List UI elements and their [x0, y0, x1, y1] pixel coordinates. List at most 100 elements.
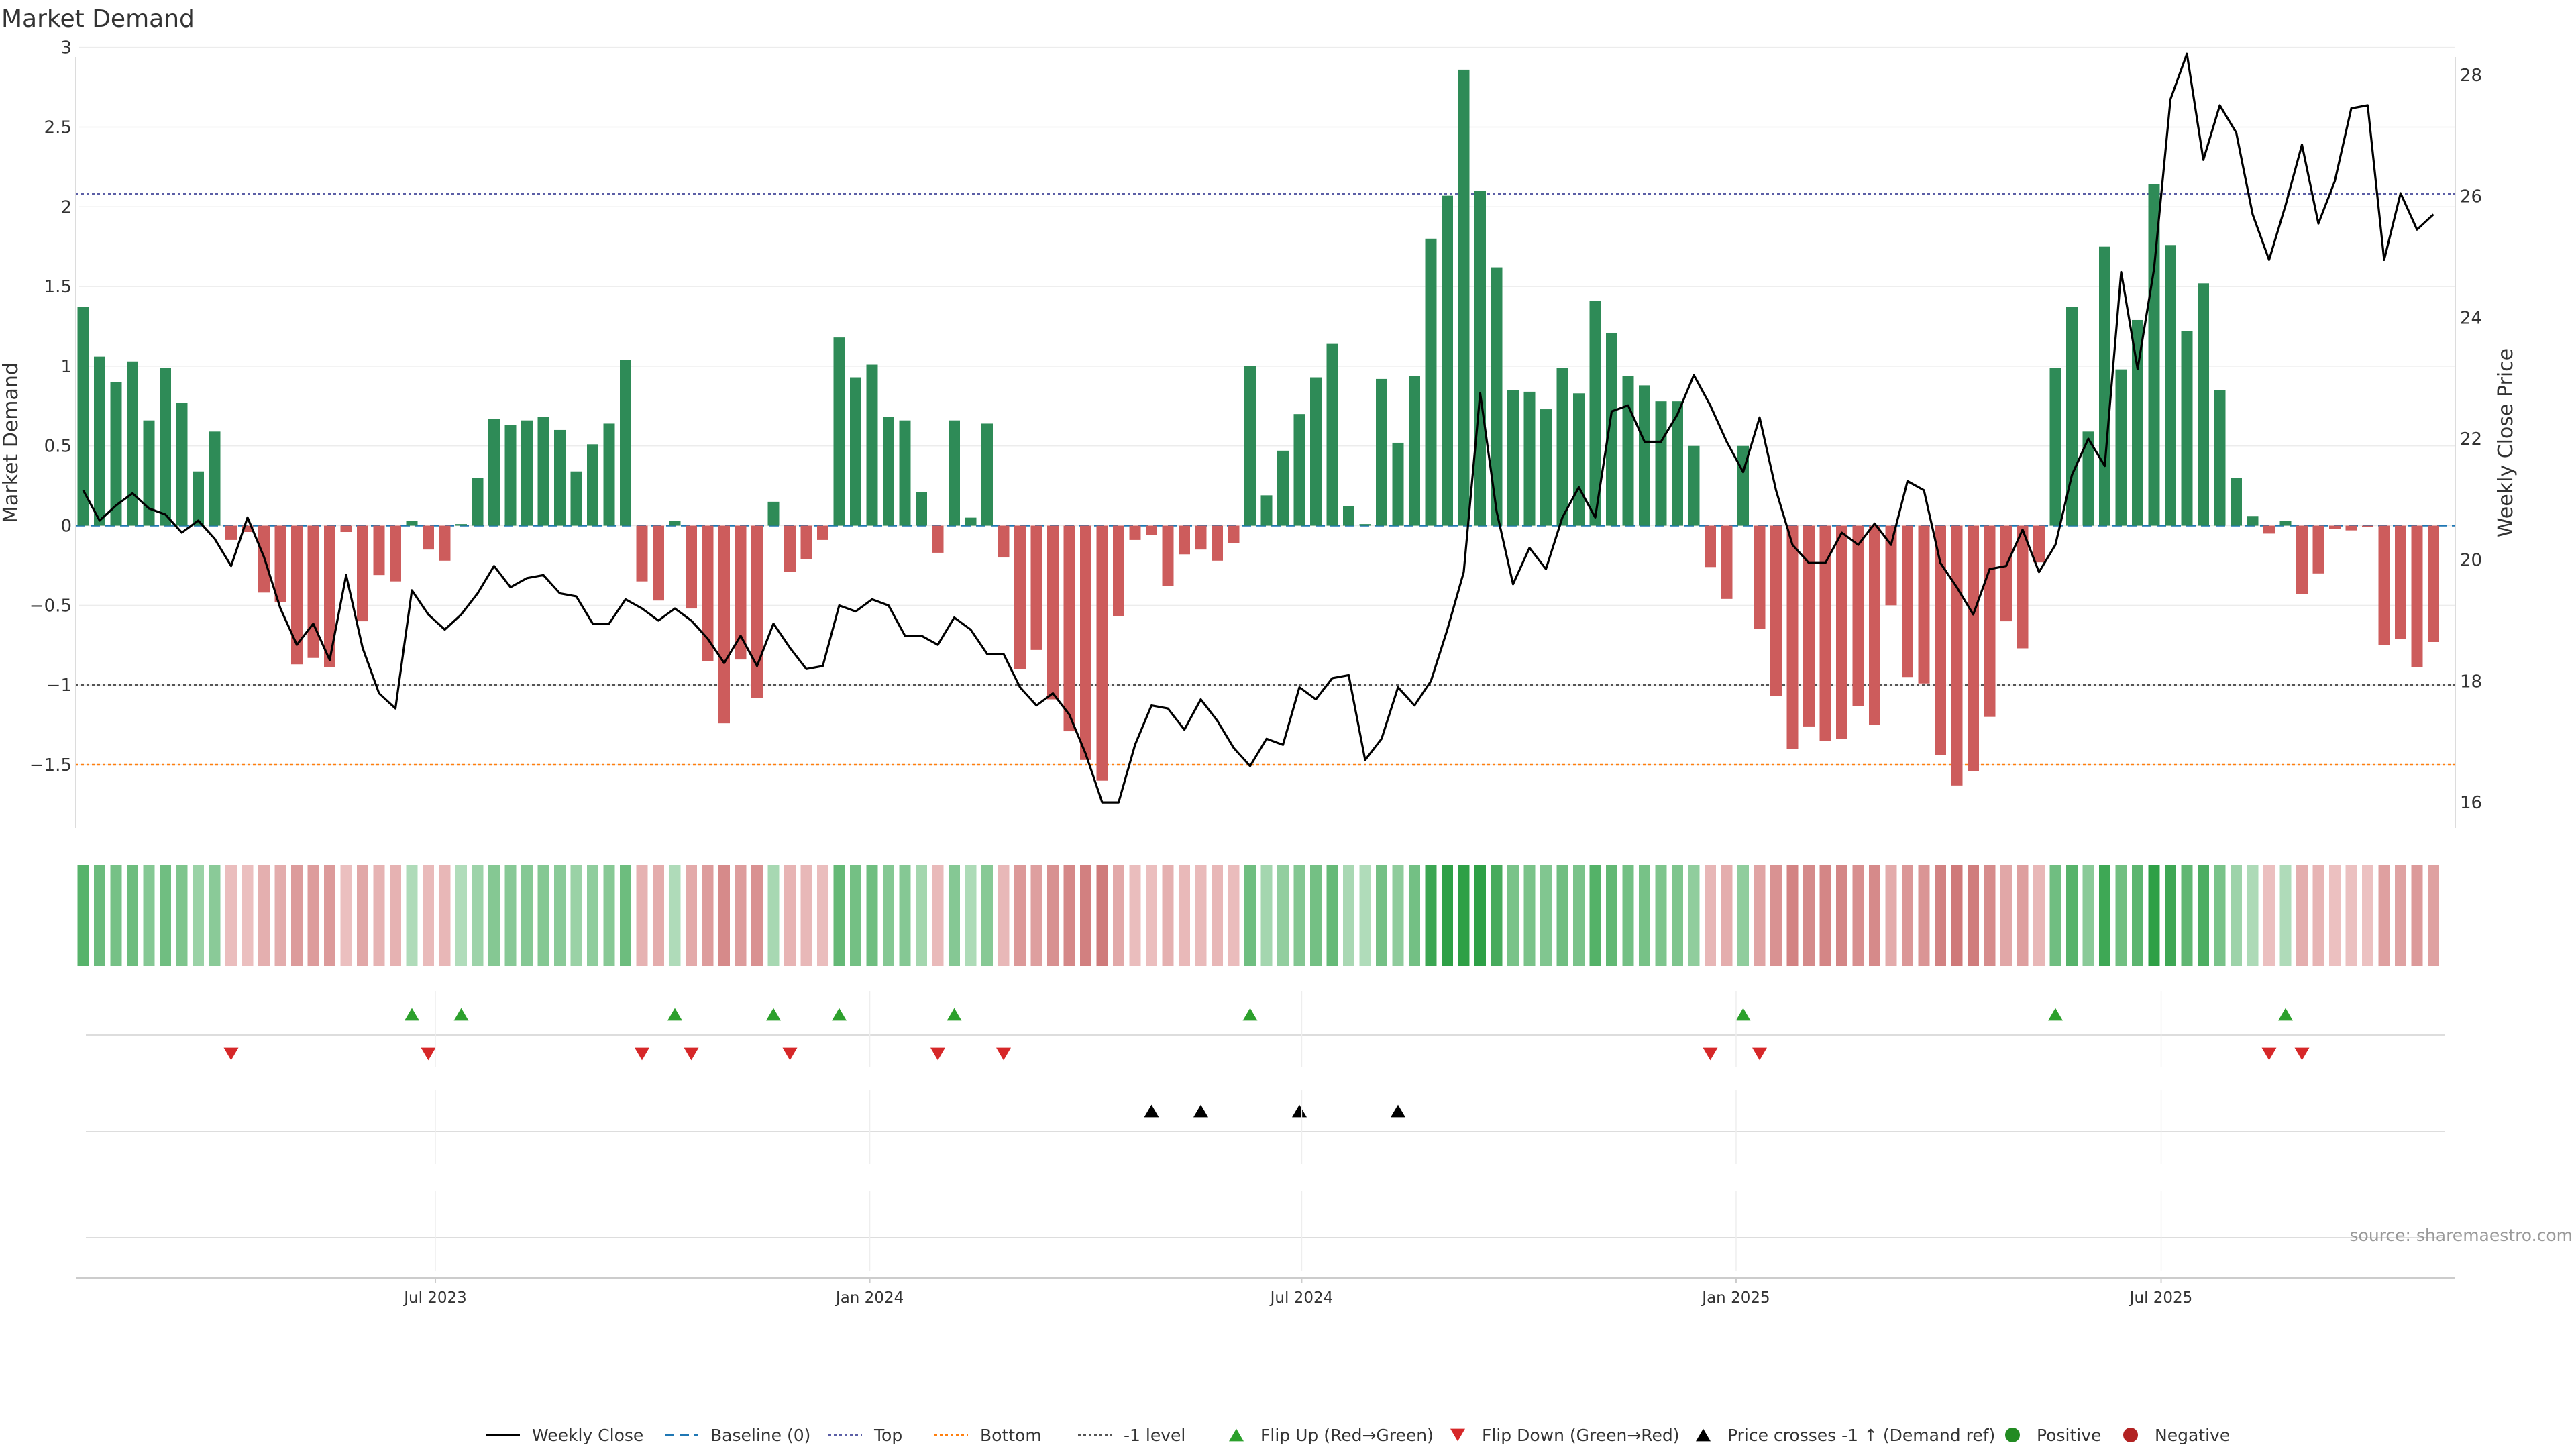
demand-bar — [2231, 478, 2242, 526]
demand-bar — [2165, 245, 2176, 526]
y-tick-label: 1.5 — [44, 277, 72, 297]
demand-bar — [1655, 401, 1667, 526]
demand-bar — [390, 525, 401, 582]
demand-bar — [1935, 525, 1946, 755]
heat-strip-cell — [1359, 865, 1371, 966]
demand-bar — [587, 444, 598, 526]
flip-down-marker — [421, 1047, 436, 1061]
demand-bar — [767, 501, 780, 526]
demand-bar — [2378, 525, 2390, 645]
chart-title: Market Demand — [1, 5, 195, 33]
demand-bar — [472, 478, 484, 526]
demand-bar — [2279, 521, 2292, 526]
heat-strip-cell — [998, 865, 1010, 966]
y2-tick-label: 24 — [2460, 308, 2482, 328]
demand-bar — [1277, 450, 1289, 526]
heat-strip-cell — [570, 865, 582, 966]
demand-bar — [2198, 283, 2209, 526]
price-cross-marker — [1292, 1104, 1307, 1118]
price-cross-marker — [1193, 1104, 1208, 1118]
flip-up-marker — [947, 1008, 962, 1021]
heat-strip-cell — [1770, 865, 1782, 966]
demand-bar — [1359, 524, 1371, 526]
demand-bar — [883, 417, 894, 526]
heat-strip-cell — [1376, 865, 1387, 966]
heat-strip-cell — [965, 865, 977, 966]
heat-strip-cell — [2000, 865, 2012, 966]
y-tick-label: −1 — [46, 676, 72, 696]
demand-bar — [932, 525, 944, 553]
flip-up-marker — [453, 1008, 469, 1021]
demand-bar — [1951, 525, 1963, 786]
heat-strip-cell — [2082, 865, 2094, 966]
heat-strip-cell — [1786, 865, 1799, 966]
legend-label: Flip Down (Green→Red) — [1482, 1426, 1680, 1445]
heat-strip-cell — [225, 865, 237, 966]
demand-bar — [916, 492, 927, 526]
legend-label: Top — [873, 1426, 902, 1445]
heat-strip-cell — [1146, 865, 1157, 966]
heat-strip-cell — [767, 865, 780, 966]
legend-label: Flip Up (Red→Green) — [1260, 1426, 1434, 1445]
flip-down-marker — [1703, 1047, 1718, 1061]
demand-bar — [2411, 525, 2423, 667]
heat-strip-cell — [669, 865, 681, 966]
weekly-close-line — [82, 52, 2434, 804]
price-cross-markers-row — [86, 1104, 2445, 1132]
source-note: source: sharemaestro.com — [2350, 1226, 2573, 1245]
demand-bar — [2033, 525, 2045, 563]
heat-strip-cell — [406, 865, 418, 966]
demand-bar — [1754, 525, 1766, 629]
demand-bar — [2115, 369, 2127, 526]
demand-bar — [1918, 525, 1930, 684]
heat-strip-cell — [1030, 865, 1042, 966]
legend-swatch-circle — [2123, 1428, 2138, 1442]
flip-down-marker — [782, 1047, 798, 1061]
flip-up-marker — [405, 1008, 419, 1021]
price-line-layer — [82, 52, 2434, 804]
demand-bar — [1228, 525, 1240, 543]
heat-strip-cell — [77, 865, 89, 966]
demand-bar — [324, 525, 335, 667]
demand-bar — [1080, 525, 1091, 760]
y2-tick-label: 16 — [2460, 793, 2482, 813]
demand-bar — [686, 525, 697, 609]
flip-down-marker — [684, 1047, 699, 1061]
heat-strip-cell — [1918, 865, 1930, 966]
demand-bar — [1442, 195, 1453, 526]
demand-bar — [2148, 184, 2160, 526]
heat-strip-cell — [1984, 865, 1996, 966]
heat-strip-cell — [2165, 865, 2176, 966]
demand-bar — [2329, 525, 2341, 529]
demand-bar — [1129, 525, 1141, 540]
x-tick-label: Jan 2025 — [1701, 1289, 1770, 1307]
demand-bar — [1803, 525, 1815, 727]
legend-swatch-circle — [2005, 1428, 2020, 1442]
demand-bar — [603, 423, 615, 526]
demand-bar — [751, 525, 763, 698]
heat-strip-cell — [488, 865, 500, 966]
heat-strip-cell — [1228, 865, 1240, 966]
x-tick-label: Jul 2025 — [2129, 1289, 2193, 1307]
demand-bar — [1409, 376, 1420, 526]
demand-bar — [1984, 525, 1996, 717]
heat-strip-cell — [2312, 865, 2324, 966]
y-tick-label: 0 — [60, 517, 72, 537]
demand-bar — [1343, 506, 1354, 526]
heat-strip-cell — [439, 865, 451, 966]
heat-strip-cell — [2362, 865, 2373, 966]
heat-strip-cell — [1063, 865, 1075, 966]
heat-strip-cell — [1754, 865, 1766, 966]
demand-bar — [1376, 378, 1387, 526]
heat-strip-cell — [1260, 865, 1273, 966]
demand-bar — [800, 525, 812, 559]
demand-bar — [1819, 525, 1831, 741]
heat-strip-cell — [291, 865, 303, 966]
heat-strip-cell — [2049, 865, 2061, 966]
legend-swatch-triangle-down — [1450, 1428, 1465, 1442]
heat-strip-cell — [1244, 865, 1256, 966]
demand-bar — [307, 525, 319, 658]
y-tick-label: 2.5 — [44, 117, 72, 138]
heat-strip-cell — [1212, 865, 1223, 966]
flip-markers-row — [86, 1008, 2445, 1061]
